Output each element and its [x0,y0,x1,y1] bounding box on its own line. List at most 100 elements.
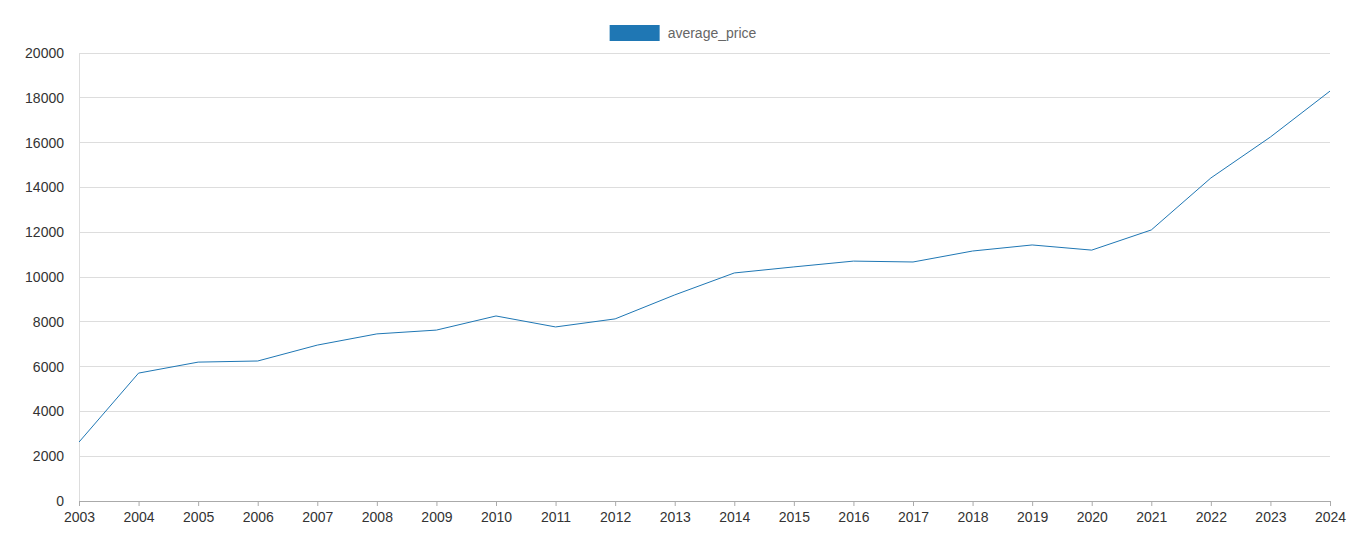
x-tick-label: 2010 [481,509,512,525]
legend-swatch [610,25,660,41]
x-axis: 2003 2004 2005 2006 2007 2008 2009 2010 2011 2012… [64,501,1346,525]
x-tick-label: 2006 [243,509,274,525]
y-tick: 4000 [33,403,79,419]
x-tick: 2004 [123,501,154,525]
y-tick: 6000 [33,359,79,375]
x-tick-mark [556,501,557,506]
x-tick: 2022 [1196,501,1227,525]
x-tick: 2012 [600,501,631,525]
chart: 0 2000 4000 6000 8000 10000 12000 14000 16000 180… [0,0,1366,546]
x-tick: 2020 [1077,501,1108,525]
grid-line [79,142,1330,143]
x-tick: 2003 [64,501,95,525]
x-tick: 2017 [898,501,929,525]
x-tick: 2005 [183,501,214,525]
x-tick-label: 2012 [600,509,631,525]
grid [79,53,1330,501]
x-tick-mark [913,501,914,506]
y-tick: 0 [56,493,79,509]
y-axis-line [79,54,80,502]
plot-area [79,91,1330,442]
y-tick: 10000 [25,269,79,285]
x-tick-label: 2015 [779,509,810,525]
y-tick: 18000 [25,90,79,106]
x-tick-label: 2011 [541,509,571,525]
x-tick-mark [1330,501,1331,506]
x-tick: 2015 [779,501,810,525]
series-line [79,91,1330,442]
x-tick-mark [853,501,854,506]
y-tick-label: 4000 [33,403,64,419]
x-tick: 2016 [838,501,869,525]
x-tick: 2011 [541,501,571,525]
x-tick-label: 2024 [1315,509,1346,525]
y-tick-label: 18000 [25,90,64,106]
legend: average_price [610,25,757,41]
y-axis: 0 2000 4000 6000 8000 10000 12000 14000 16000 180… [25,45,79,509]
x-tick-label: 2017 [898,509,929,525]
x-tick-label: 2021 [1136,509,1167,525]
y-tick-label: 8000 [33,314,64,330]
x-tick: 2009 [421,501,452,525]
x-tick: 2021 [1136,501,1167,525]
x-tick-label: 2008 [362,509,393,525]
x-tick-mark [1270,501,1271,506]
y-tick-label: 16000 [25,135,64,151]
x-tick: 2006 [243,501,274,525]
y-tick-label: 2000 [33,448,64,464]
x-tick-mark [1092,501,1093,506]
x-tick-mark [794,501,795,506]
x-tick-label: 2018 [957,509,988,525]
x-tick-mark [139,501,140,506]
grid-line [79,366,1330,367]
x-tick: 2013 [660,501,691,525]
x-tick: 2023 [1255,501,1286,525]
x-tick: 2008 [362,501,393,525]
x-tick-mark [1032,501,1033,506]
grid-line [79,501,1330,502]
x-tick-mark [317,501,318,506]
x-tick-mark [258,501,259,506]
y-tick-label: 10000 [25,269,64,285]
x-tick-label: 2014 [719,509,750,525]
x-tick: 2014 [719,501,750,525]
x-tick-mark [79,501,80,506]
legend-item: average_price [610,25,757,41]
x-tick-label: 2003 [64,509,95,525]
x-axis-line [80,501,1331,502]
grid-line [79,187,1330,188]
x-tick: 2024 [1315,501,1346,525]
x-tick-label: 2019 [1017,509,1048,525]
x-tick-mark [377,501,378,506]
x-tick-mark [734,501,735,506]
x-tick-label: 2005 [183,509,214,525]
y-tick: 20000 [25,45,79,61]
x-tick-mark [198,501,199,506]
grid-line [79,97,1330,98]
x-tick-label: 2020 [1077,509,1108,525]
x-tick-mark [436,501,437,506]
x-tick: 2018 [957,501,988,525]
y-tick: 12000 [25,224,79,240]
x-tick-mark [973,501,974,506]
x-tick-label: 2007 [302,509,333,525]
x-tick-label: 2013 [660,509,691,525]
x-tick: 2010 [481,501,512,525]
grid-line [79,411,1330,412]
y-tick: 14000 [25,179,79,195]
y-tick-label: 14000 [25,179,64,195]
legend-label: average_price [668,25,757,41]
grid-line [79,321,1330,322]
y-tick-label: 20000 [25,45,64,61]
x-tick-label: 2022 [1196,509,1227,525]
x-tick-label: 2016 [838,509,869,525]
x-tick: 2019 [1017,501,1048,525]
y-tick-label: 0 [56,493,64,509]
y-tick: 8000 [33,314,79,330]
x-tick-mark [496,501,497,506]
x-tick: 2007 [302,501,333,525]
x-tick-mark [675,501,676,506]
y-tick: 2000 [33,448,79,464]
y-tick-label: 12000 [25,224,64,240]
x-tick-mark [615,501,616,506]
